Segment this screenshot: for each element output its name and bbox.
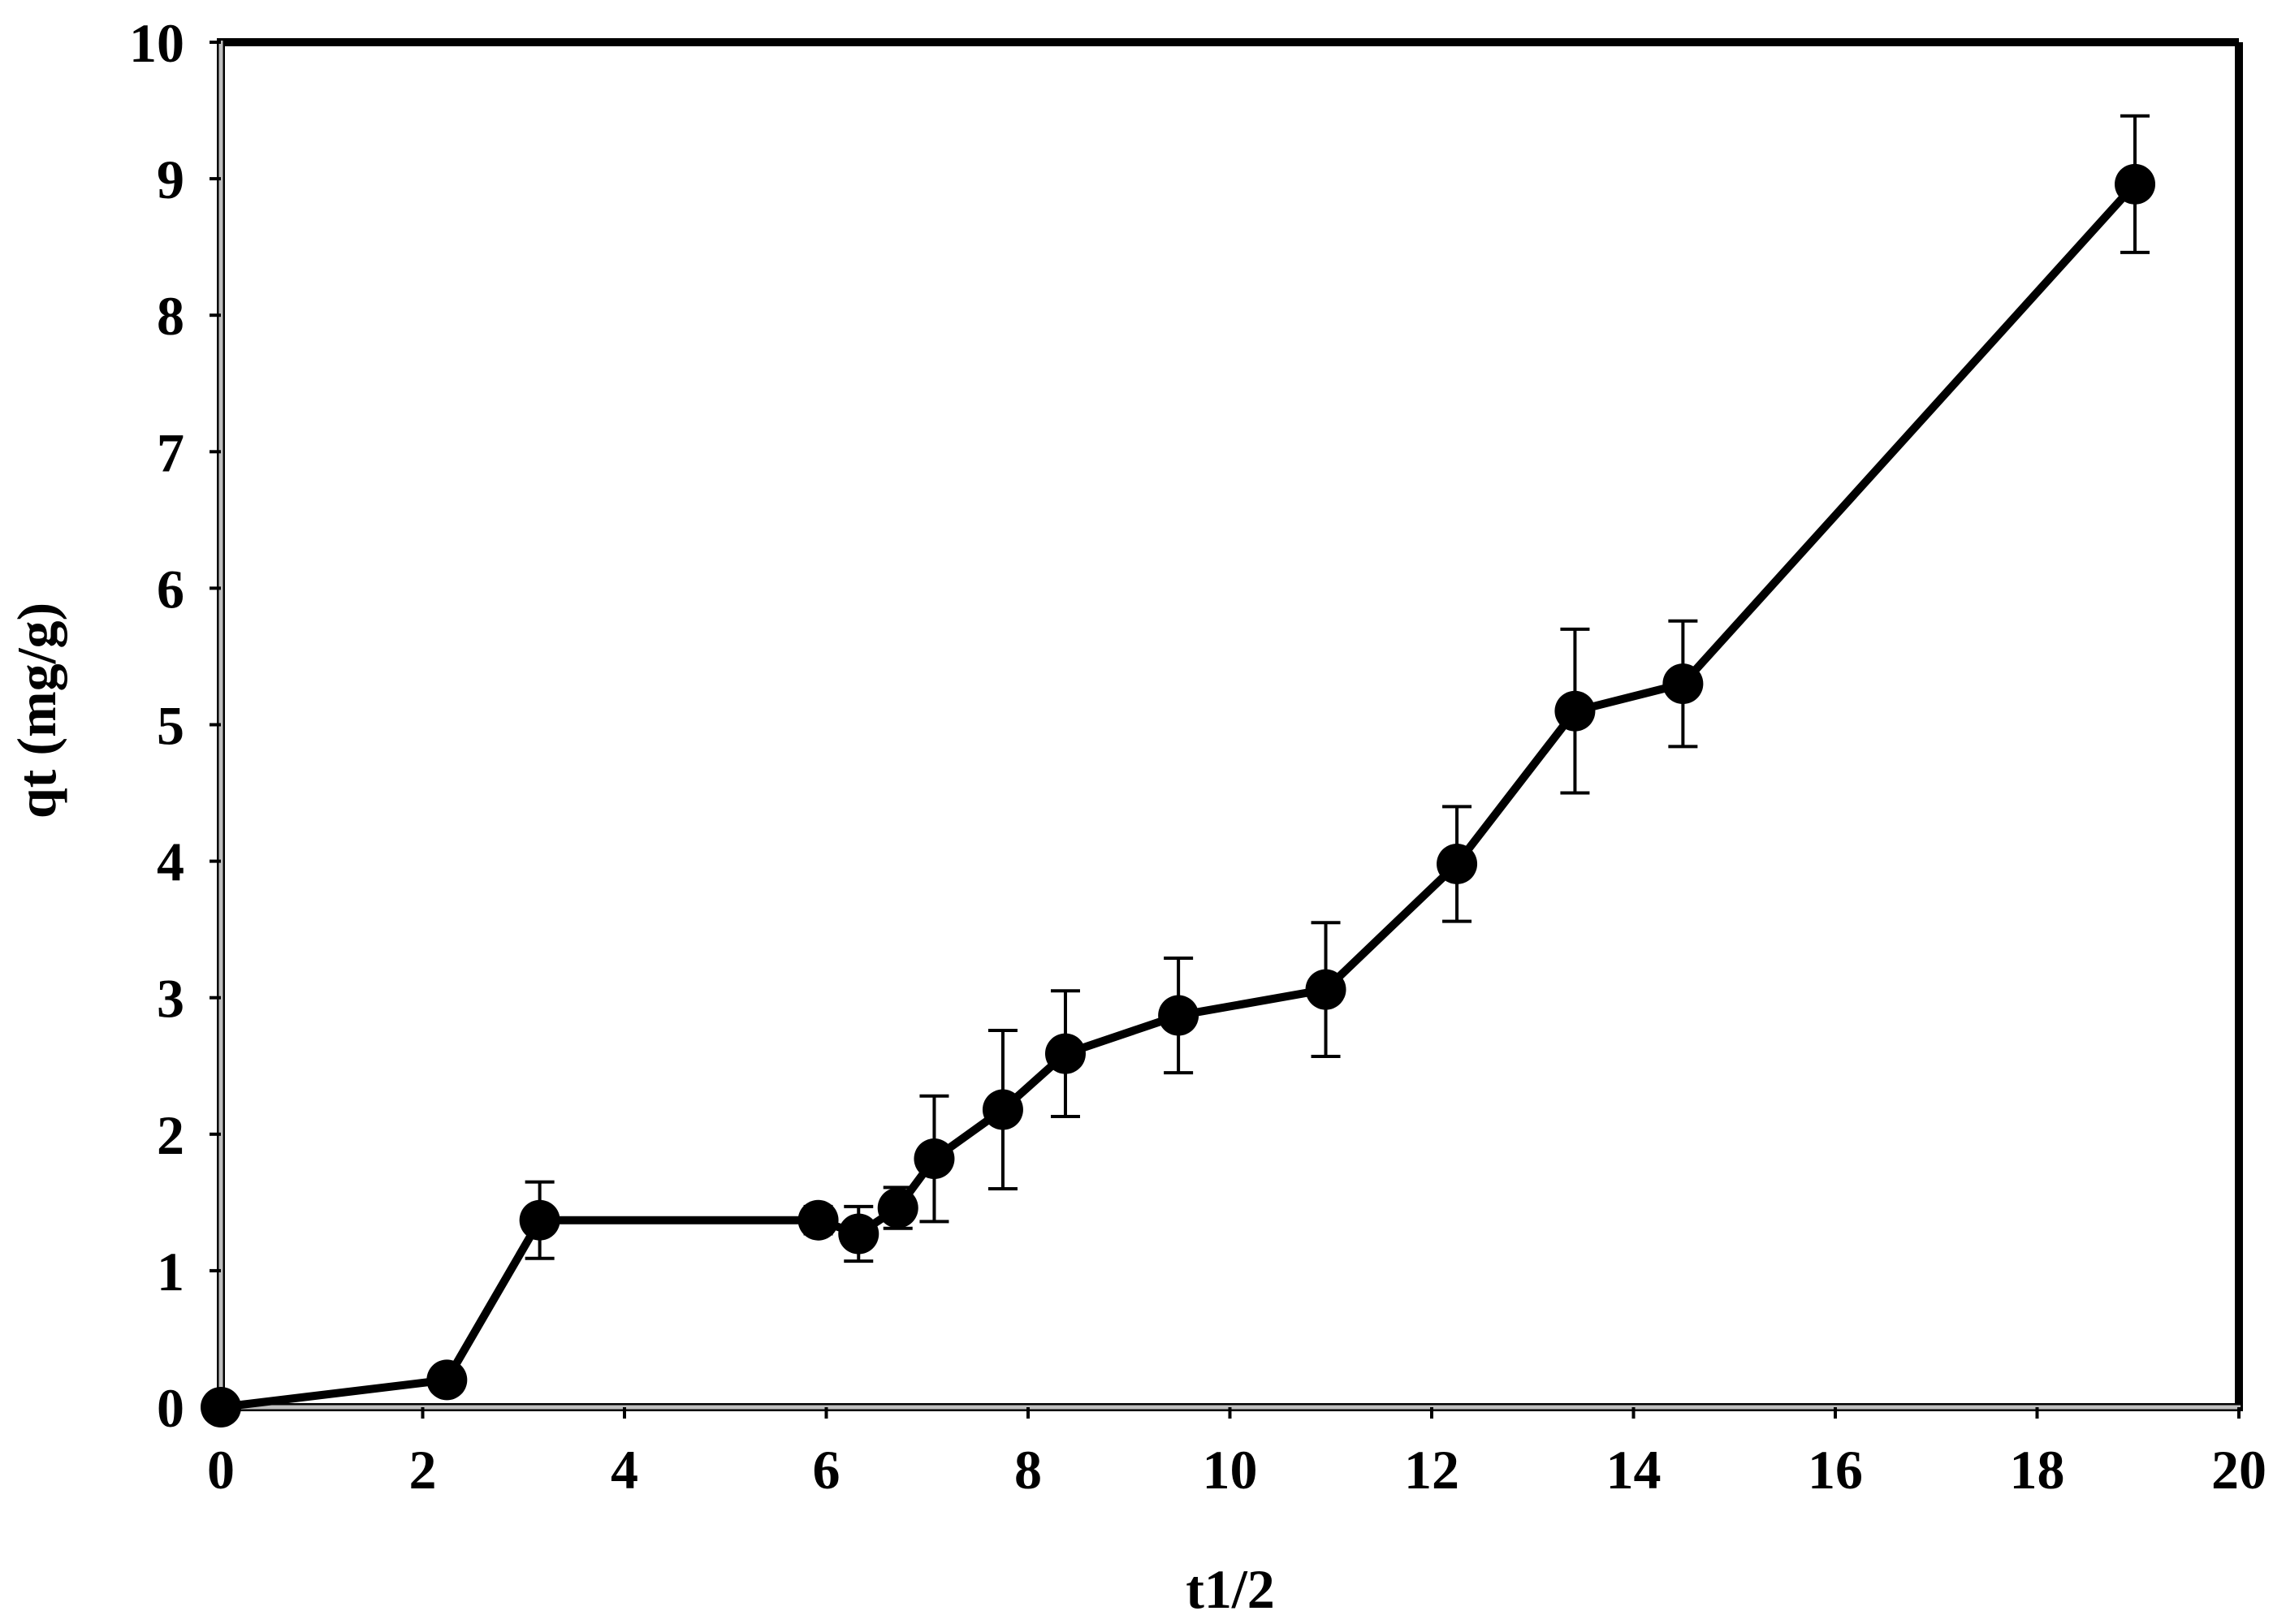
y-tick-label: 2 [157,1104,184,1166]
plot-frame [217,38,2243,1411]
series-line [220,181,2138,1411]
data-point [1437,843,1478,884]
x-tick-label: 14 [1606,1439,1662,1501]
data-point [201,1387,241,1427]
data-point [1662,663,1704,705]
x-tick-label: 8 [1014,1439,1042,1501]
data-point [914,1138,955,1180]
y-axis-title: qt (mg/g) [6,603,67,818]
y-tick-label: 10 [129,12,184,74]
data-point [1044,1033,1086,1074]
data-point [982,1089,1023,1130]
y-tick-label: 7 [157,421,184,483]
y-tick-label: 3 [157,968,184,1030]
error-bars [525,114,2150,1263]
x-tick-label: 0 [207,1439,235,1501]
y-tick-label: 6 [157,558,184,620]
data-point [426,1359,468,1401]
data-point [519,1199,560,1241]
x-tick-label: 20 [2211,1439,2267,1501]
data-point [1305,969,1346,1010]
y-tick-label: 1 [157,1241,184,1302]
y-tick-label: 0 [157,1377,184,1439]
x-tick-label: 10 [1203,1439,1258,1501]
x-tick-label: 2 [409,1439,437,1501]
y-tick-label: 8 [157,285,184,347]
series [220,181,2138,1411]
y-tick-label: 9 [157,149,184,210]
data-point [1158,995,1199,1036]
y-tick-label: 5 [157,695,184,757]
axis-ticks [210,41,2241,1419]
x-tick-label: 16 [1808,1439,1863,1501]
x-tick-label: 4 [611,1439,638,1501]
data-point [838,1213,879,1255]
x-tick-label: 12 [1404,1439,1459,1501]
x-tick-label: 6 [813,1439,841,1501]
data-point [797,1199,839,1241]
data-point [877,1187,918,1229]
data-point [2115,163,2156,205]
x-axis-title: t1/2 [1186,1558,1275,1620]
y-tick-label: 4 [157,831,184,893]
markers [201,163,2156,1427]
data-point [1554,690,1596,732]
x-tick-label: 18 [2010,1439,2065,1501]
